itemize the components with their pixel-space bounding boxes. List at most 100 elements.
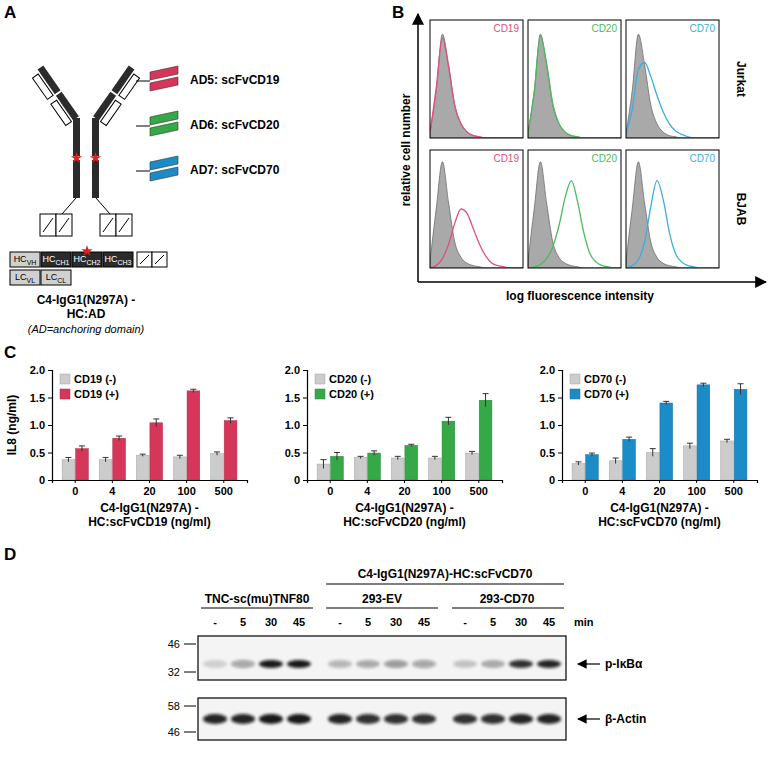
axis-title: C4-IgG1(N297A) -: [610, 501, 709, 515]
x-tick: 100: [177, 480, 195, 497]
control-histogram: [430, 34, 523, 138]
legend-label: CD70: [689, 23, 715, 34]
bar: [391, 458, 404, 480]
blot-band: [509, 714, 533, 724]
tick-mark: [303, 425, 307, 426]
tick-mark: [558, 480, 562, 481]
error-bar: [371, 451, 377, 455]
x-tick: 0: [72, 480, 78, 497]
band-label: β-Actin: [605, 712, 646, 726]
blot-band: [287, 660, 311, 668]
tick-mark: [48, 370, 52, 371]
legend-swatch: [315, 389, 325, 399]
error-bar: [687, 443, 693, 449]
legend-label: CD19 (+): [74, 388, 119, 400]
plot-area: [430, 34, 523, 138]
group-line: [201, 607, 313, 608]
domain-label: HCVH: [14, 254, 37, 266]
tick-label: 1.5: [540, 392, 555, 404]
bar: [586, 455, 599, 480]
blot-band: [356, 714, 380, 724]
panel-b: relative cell numberlog fluorescence int…: [399, 14, 766, 303]
domain-label-main: LC: [15, 272, 27, 282]
size-marker-tick: [184, 672, 196, 673]
bar: [646, 453, 659, 481]
tick-label: 0.5: [30, 447, 45, 459]
cell-label: 293-EV: [362, 592, 402, 606]
y-tick: 1.0: [30, 419, 52, 431]
legend-swatch: [570, 374, 580, 384]
domain-label: LCCL: [46, 272, 67, 284]
size-marker: 46: [168, 726, 180, 738]
light-chain-domain: [32, 74, 53, 99]
y-tick: 0: [294, 474, 307, 486]
tick-mark: [48, 480, 52, 481]
panel-label: D: [4, 545, 16, 564]
bar: [224, 421, 237, 480]
error-bar: [575, 462, 581, 465]
scfv-linker: [59, 218, 69, 232]
error-bar: [79, 446, 85, 452]
heavy-chain-box: [103, 252, 133, 267]
tick-label: 0: [582, 485, 588, 497]
blot-band: [328, 714, 352, 724]
x-tick: 20: [653, 480, 665, 497]
bar: [99, 460, 112, 480]
blot-band: [453, 660, 477, 668]
error-bar: [228, 418, 234, 424]
tick-label: 500: [470, 485, 488, 497]
bar: [697, 385, 710, 480]
blot-band: [412, 714, 436, 724]
blot-frame: [198, 698, 566, 740]
error-bar: [724, 439, 730, 442]
tick-label: 0: [39, 474, 45, 486]
error-bar: [140, 454, 146, 456]
plot-area: [317, 394, 492, 480]
tick-mark: [223, 480, 224, 483]
bar: [660, 403, 673, 480]
tick-mark: [303, 453, 307, 454]
light-chain-box: [41, 270, 71, 285]
tick-label: 100: [177, 485, 195, 497]
bar: [113, 438, 126, 480]
error-bar: [700, 383, 706, 386]
axis-arrow: [418, 281, 766, 283]
plot-area: [626, 162, 719, 268]
heavy-chain-box: [72, 252, 102, 267]
y-tick: 0: [549, 474, 562, 486]
legend-label: CD20 (+): [329, 388, 374, 400]
tick-mark: [585, 480, 586, 483]
blot-band: [203, 660, 227, 668]
heavy-chain-domain: [73, 160, 80, 198]
control-histogram: [430, 162, 523, 268]
axis-title: log fluorescence intensity: [506, 289, 654, 303]
axis-line: [563, 481, 758, 484]
plot-area: [62, 389, 237, 480]
axis-title: C4-IgG1(N297A) -: [100, 501, 199, 515]
control-histogram: [626, 34, 719, 138]
bar: [721, 441, 734, 480]
tick-label: 1.0: [540, 419, 555, 431]
construct-name: C4-IgG1(N297A) -: [37, 293, 136, 307]
plot-frame: [430, 150, 523, 268]
domain-label-sub: VL: [26, 277, 35, 284]
axis-line: [308, 481, 503, 484]
domain-label: HCCH2: [73, 254, 100, 266]
scfv-domain: [116, 214, 132, 236]
axis-line: [48, 371, 53, 481]
error-bar: [589, 453, 595, 456]
error-bar: [116, 436, 122, 440]
y-tick: 1.5: [540, 392, 562, 404]
heavy-chain-box: [41, 252, 71, 267]
domain-label: LCVL: [15, 272, 35, 284]
domain-label-main: HC: [42, 254, 55, 264]
y-tick: 1.5: [30, 392, 52, 404]
heavy-chain-box: [10, 252, 40, 267]
bar: [150, 423, 163, 480]
bar: [368, 453, 381, 480]
tick-mark: [659, 480, 660, 483]
blot-band: [537, 660, 561, 668]
legend-swatch: [570, 389, 580, 399]
tick-label: 0.5: [540, 447, 555, 459]
x-tick: 0: [582, 480, 588, 497]
